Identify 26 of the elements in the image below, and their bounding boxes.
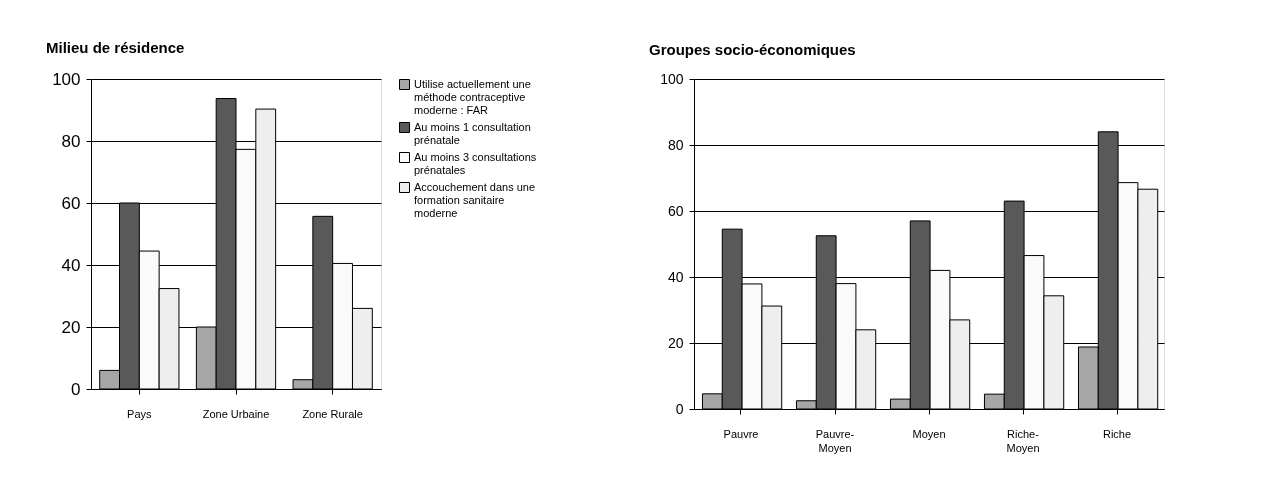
x-tick-label: Pays [127, 407, 153, 420]
y-tick-label: 0 [71, 379, 81, 399]
legend-label: Utilise actuellement une méthode contraceptive moderne : FAR [414, 77, 531, 116]
y-tick-label: 0 [675, 400, 684, 417]
y-tick-label: 60 [667, 202, 684, 219]
x-tick-label: Pauvre-Moyen [815, 427, 855, 454]
legend-label: Accouchement dans une formation sanitaire moderne [414, 180, 536, 219]
x-tick-label: Pauvre [723, 427, 759, 440]
y-tick-label: 80 [667, 136, 684, 153]
y-tick-label: 20 [61, 317, 81, 337]
y-tick-label: 80 [61, 131, 81, 151]
x-tick-label: Zone Rurale [302, 407, 363, 420]
x-tick-label: Riche [1102, 427, 1132, 440]
y-tick-label: 100 [52, 69, 81, 89]
x-tick-label: Zone Urbaine [202, 407, 270, 420]
x-tick-label: Moyen [912, 427, 946, 440]
chart-title: Milieu de résidence [46, 39, 185, 56]
y-tick-label: 40 [61, 255, 81, 275]
chart-title: Groupes socio-économiques [649, 41, 856, 58]
legend-label: Au moins 3 consultations prénatales [414, 150, 537, 176]
y-tick-label: 20 [667, 334, 684, 351]
y-tick-label: 60 [61, 193, 81, 213]
y-tick-label: 100 [660, 70, 684, 87]
legend-label: Au moins 1 consultation prénatale [414, 120, 531, 146]
x-tick-label: Riche-Moyen [1006, 427, 1040, 454]
y-tick-label: 40 [667, 268, 684, 285]
